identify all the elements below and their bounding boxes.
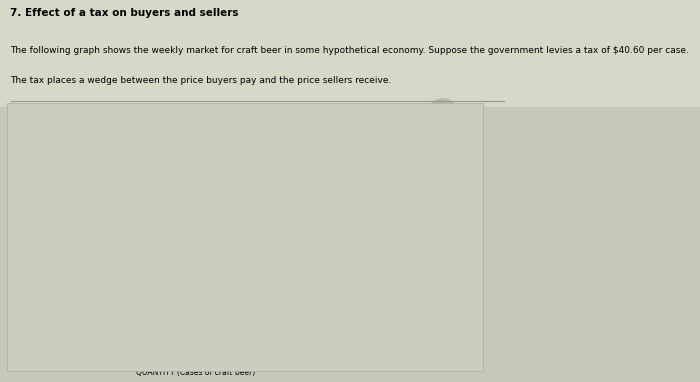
Text: Demand: Demand — [74, 204, 109, 213]
Text: The following graph shows the weekly market for craft beer in some hypothetical : The following graph shows the weekly mar… — [10, 46, 690, 55]
Text: Supply: Supply — [156, 172, 185, 181]
Text: ?: ? — [440, 107, 446, 117]
Text: 7. Effect of a tax on buyers and sellers: 7. Effect of a tax on buyers and sellers — [10, 8, 239, 18]
X-axis label: QUANTITY (Cases of craft beer): QUANTITY (Cases of craft beer) — [136, 368, 256, 377]
Y-axis label: PRICE (Dollars per case): PRICE (Dollars per case) — [34, 210, 43, 302]
Text: The tax places a wedge between the price buyers pay and the price sellers receiv: The tax places a wedge between the price… — [10, 76, 392, 86]
Circle shape — [428, 99, 457, 125]
Text: Tax Wedge: Tax Wedge — [84, 269, 130, 278]
